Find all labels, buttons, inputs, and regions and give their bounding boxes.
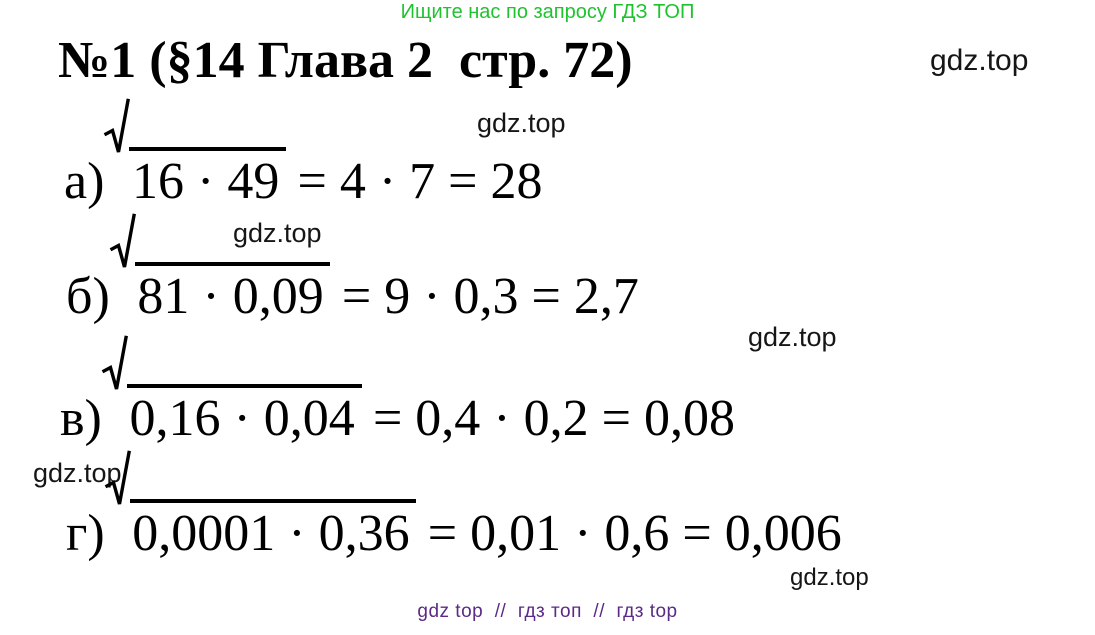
equation-label: г) bbox=[66, 505, 105, 562]
equation-result: = 0,01 · 0,6 = 0,006 bbox=[427, 505, 842, 562]
equation-b: б) 81 · 0,09 = 9 · 0,3 = 2,7 bbox=[66, 213, 639, 329]
watermark-gdz-top: gdz.top bbox=[748, 322, 837, 352]
header-banner-text: Ищите нас по запросу ГДЗ ТОП bbox=[400, 1, 695, 23]
watermark-gdz-top: gdz.top bbox=[33, 458, 122, 488]
equation-label: в) bbox=[60, 390, 102, 447]
watermark-gdz-top: gdz.top bbox=[477, 108, 566, 138]
equation-g: г) 0,0001 · 0,36 = 0,01 · 0,6 = 0,006 bbox=[66, 450, 842, 566]
equation-label: б) bbox=[66, 268, 110, 325]
equation-result: = 0,4 · 0,2 = 0,08 bbox=[372, 390, 735, 447]
radicand: 0,16 · 0,04 bbox=[126, 384, 362, 449]
footer-watermark-text: gdz top // гдз топ // гдз top bbox=[417, 601, 678, 622]
equation-result: = 9 · 0,3 = 2,7 bbox=[341, 268, 639, 325]
radicand: 0,0001 · 0,36 bbox=[129, 499, 417, 564]
radicand: 16 · 49 bbox=[129, 147, 287, 212]
watermark-gdz-top: gdz.top bbox=[930, 44, 1029, 77]
equation-label: а) bbox=[64, 153, 105, 210]
equation-a: а) 16 · 49 = 4 · 7 = 28 bbox=[64, 98, 543, 214]
page-title: №1 (§14 Глава 2 стр. 72) bbox=[58, 32, 633, 89]
radicand: 81 · 0,09 bbox=[134, 262, 331, 327]
watermark-gdz-top: gdz.top bbox=[233, 218, 322, 248]
watermark-gdz-top: gdz.top bbox=[790, 564, 869, 591]
equation-v: в) 0,16 · 0,04 = 0,4 · 0,2 = 0,08 bbox=[60, 335, 735, 451]
equation-result: = 4 · 7 = 28 bbox=[297, 153, 543, 210]
